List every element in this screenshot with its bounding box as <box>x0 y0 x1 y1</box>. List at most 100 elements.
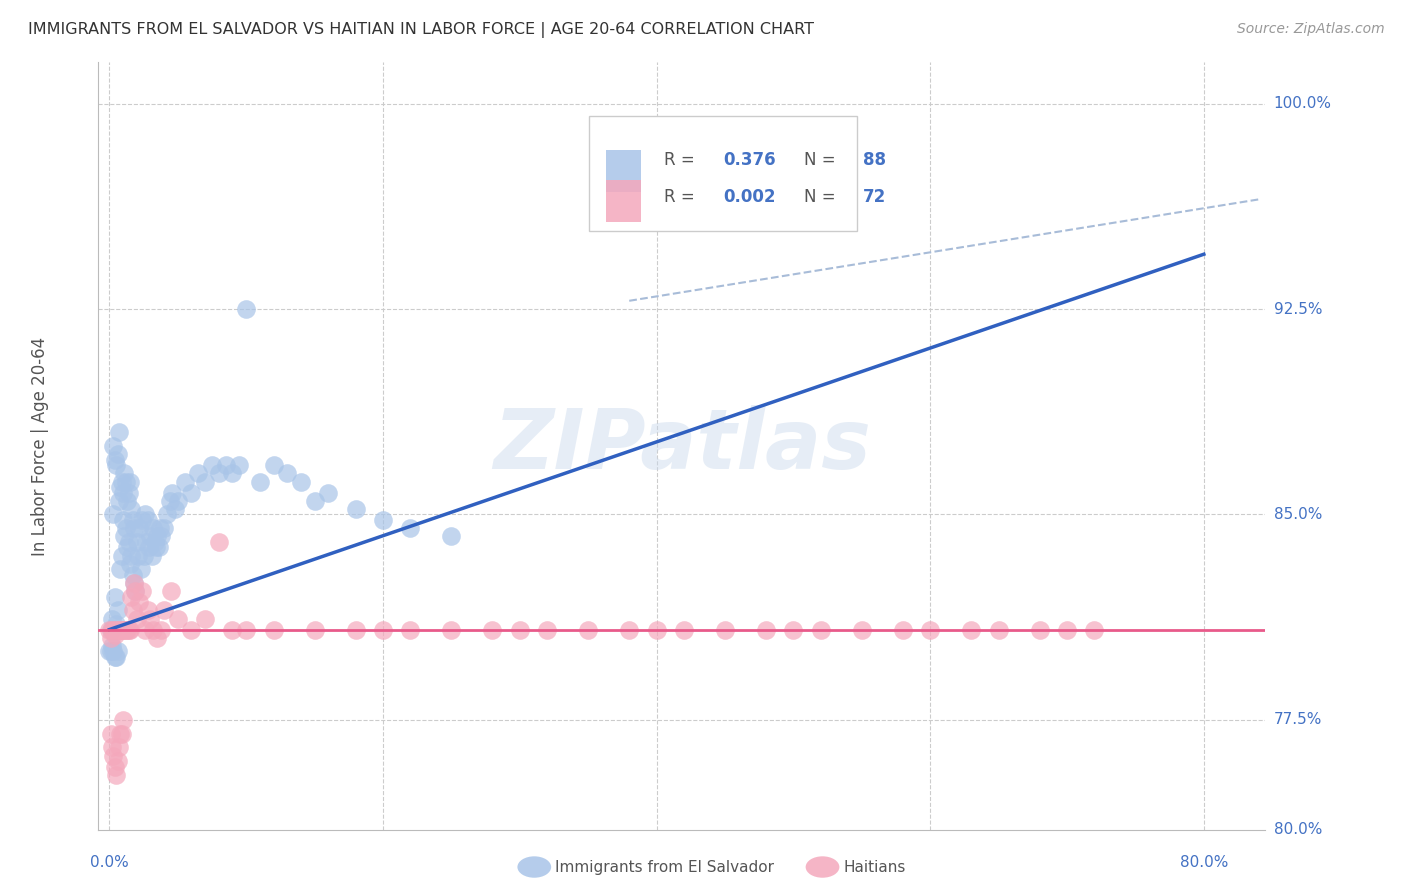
Point <box>160 584 183 599</box>
Point <box>117 623 139 637</box>
Point <box>122 576 145 591</box>
Point <box>304 493 326 508</box>
Point <box>139 529 162 543</box>
Point <box>440 529 463 543</box>
Point <box>114 623 136 637</box>
Point <box>645 623 668 637</box>
Point <box>755 623 778 637</box>
Point <box>112 713 135 727</box>
Text: N =: N = <box>804 151 841 169</box>
Point <box>891 623 914 637</box>
Point <box>104 759 127 773</box>
Point <box>98 623 121 637</box>
Point <box>576 836 599 850</box>
FancyBboxPatch shape <box>589 116 858 231</box>
Point <box>173 475 195 489</box>
Point <box>104 590 127 604</box>
Point <box>263 623 285 637</box>
Bar <box>606 180 641 222</box>
Point <box>111 549 134 563</box>
Point <box>440 623 463 637</box>
Point <box>100 631 122 645</box>
Point <box>221 623 243 637</box>
Point <box>960 623 983 637</box>
Point <box>107 603 129 617</box>
Point <box>316 485 339 500</box>
Point <box>107 644 129 658</box>
Point <box>481 623 503 637</box>
Point <box>122 576 145 591</box>
Text: 92.5%: 92.5% <box>1274 301 1322 317</box>
Point <box>121 513 143 527</box>
Point <box>920 623 942 637</box>
Text: Haitians: Haitians <box>844 860 905 874</box>
Point <box>134 623 156 637</box>
Point <box>714 623 737 637</box>
Text: 80.0%: 80.0% <box>1274 822 1322 837</box>
Point <box>112 529 135 543</box>
Point <box>104 649 127 664</box>
Text: 85.0%: 85.0% <box>1274 507 1322 522</box>
Text: 80.0%: 80.0% <box>1180 855 1227 870</box>
Point <box>166 611 188 625</box>
Point <box>180 623 202 637</box>
Point <box>208 467 231 481</box>
Point <box>125 534 148 549</box>
Point <box>117 485 139 500</box>
Point <box>138 541 160 555</box>
Text: In Labor Force | Age 20-64: In Labor Force | Age 20-64 <box>31 336 49 556</box>
Point <box>115 493 138 508</box>
Point <box>162 485 184 500</box>
Point <box>112 623 135 637</box>
Point <box>110 726 132 740</box>
Point <box>111 726 134 740</box>
Point <box>118 475 141 489</box>
Point <box>131 584 153 599</box>
Point <box>129 562 152 576</box>
Point <box>115 541 138 555</box>
Point <box>124 584 146 599</box>
Point <box>208 534 231 549</box>
Point <box>101 639 124 653</box>
Point <box>108 623 131 637</box>
Point <box>194 475 217 489</box>
Point <box>782 623 804 637</box>
Point <box>105 458 128 472</box>
Text: Source: ZipAtlas.com: Source: ZipAtlas.com <box>1237 22 1385 37</box>
Point <box>132 549 155 563</box>
Text: N =: N = <box>804 187 841 206</box>
Point <box>117 534 139 549</box>
Point <box>131 513 153 527</box>
Text: 0.002: 0.002 <box>723 187 775 206</box>
Point <box>143 534 166 549</box>
Point <box>103 623 125 637</box>
Point <box>114 475 136 489</box>
Point <box>118 623 141 637</box>
Point <box>104 628 127 642</box>
Point <box>100 623 122 637</box>
Point <box>142 521 165 535</box>
Point <box>371 513 394 527</box>
Point <box>141 549 163 563</box>
Point <box>105 623 128 637</box>
Point <box>187 467 209 481</box>
Text: 72: 72 <box>863 187 886 206</box>
Point <box>110 562 132 576</box>
Point <box>107 623 129 637</box>
Text: ZIPatlas: ZIPatlas <box>494 406 870 486</box>
Point <box>235 301 257 316</box>
Text: R =: R = <box>665 151 700 169</box>
Point <box>121 567 143 582</box>
Point <box>136 513 159 527</box>
Text: 0.0%: 0.0% <box>90 855 129 870</box>
Point <box>263 458 285 472</box>
Point <box>194 611 217 625</box>
Point <box>180 485 202 500</box>
Point <box>127 549 149 563</box>
Point <box>103 508 125 522</box>
Point <box>344 623 367 637</box>
Point <box>120 502 142 516</box>
Point <box>148 541 170 555</box>
Point <box>153 521 176 535</box>
Point <box>134 508 156 522</box>
